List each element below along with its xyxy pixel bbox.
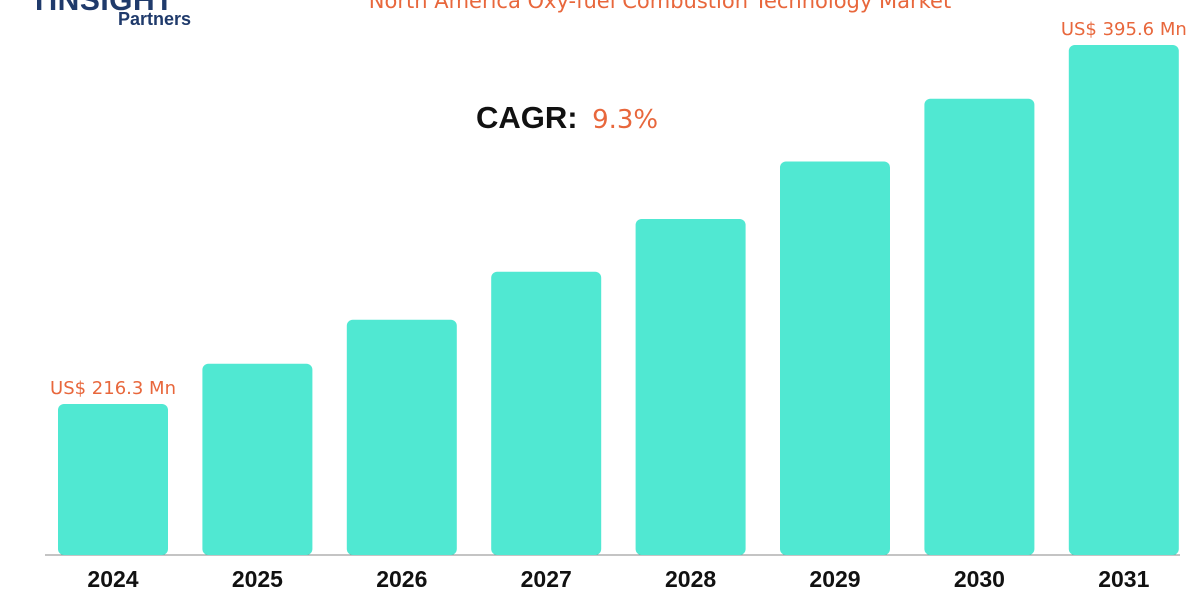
cagr-label: CAGR: xyxy=(476,100,578,135)
x-tick-label-2028: 2028 xyxy=(665,566,716,592)
cagr-annotation: CAGR: 9.3% xyxy=(476,100,658,136)
cagr-value: 9.3% xyxy=(592,105,659,135)
x-tick-labels-group: 2024 2025 2026 2027 2028 2029 2030 2031 xyxy=(87,566,1149,592)
data-label-2031: US$ 395.6 Mn xyxy=(1061,19,1187,40)
bar-2029 xyxy=(780,161,890,555)
x-tick-label-2030: 2030 xyxy=(954,566,1005,592)
bar-2026 xyxy=(346,319,457,555)
x-tick-label-2027: 2027 xyxy=(521,566,572,592)
chart-title: North America Oxy-fuel Combustion Techno… xyxy=(368,0,952,13)
data-labels-group: US$ 216.3 Mn US$ 395.6 Mn xyxy=(50,19,1187,399)
x-tick-label-2026: 2026 xyxy=(376,566,427,592)
logo-text-bottom: Partners xyxy=(118,9,192,29)
x-tick-label-2031: 2031 xyxy=(1098,566,1149,592)
logo-text-top: TINSIGHT xyxy=(30,0,174,17)
bar-2027 xyxy=(491,271,602,555)
company-logo: TINSIGHT Partners xyxy=(30,0,230,32)
bar-2025 xyxy=(202,363,313,555)
bar-2024 xyxy=(58,404,168,555)
bar-2031 xyxy=(1068,45,1179,555)
bar-2028 xyxy=(635,219,746,555)
bar-2030 xyxy=(924,98,1035,555)
x-tick-label-2025: 2025 xyxy=(232,566,283,592)
bars-group xyxy=(58,45,1179,555)
x-tick-label-2024: 2024 xyxy=(87,566,138,592)
data-label-2024: US$ 216.3 Mn xyxy=(50,378,176,399)
x-tick-label-2029: 2029 xyxy=(809,566,860,592)
